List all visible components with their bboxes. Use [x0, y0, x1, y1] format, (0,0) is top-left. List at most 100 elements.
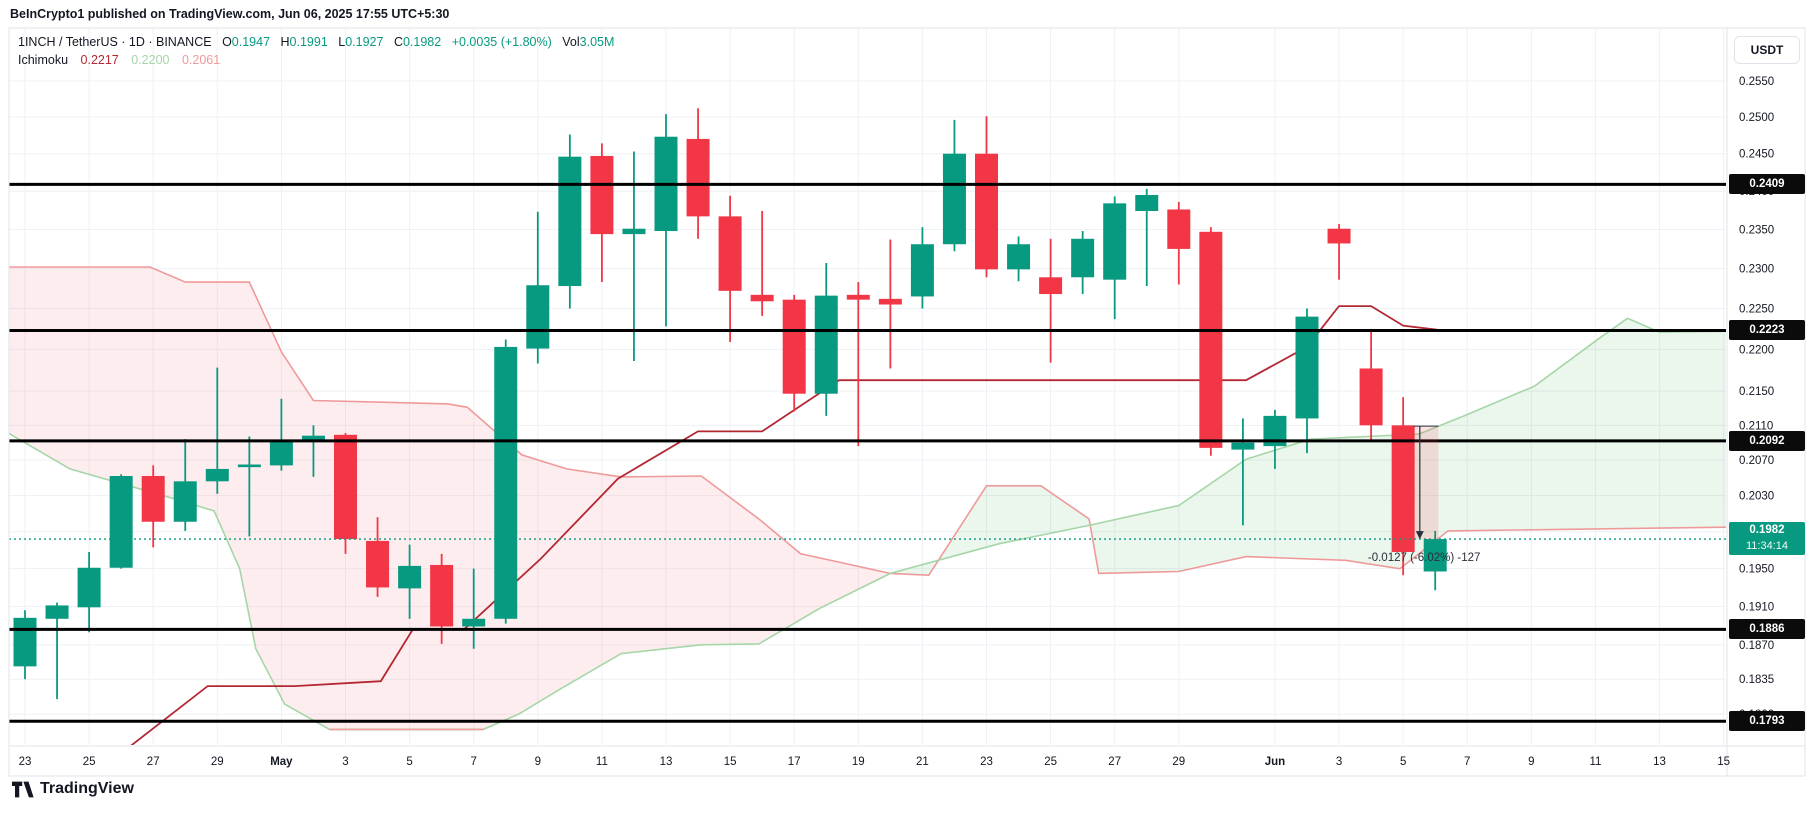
date-tick-label: 25 [1044, 756, 1057, 768]
volume-label: Vol [562, 35, 580, 49]
candle-body [718, 216, 742, 291]
price-tick-label: 0.2500 [1739, 112, 1774, 124]
date-tick-label: 7 [470, 756, 476, 768]
candle [975, 116, 998, 278]
candle [173, 439, 197, 531]
horizontal-line-drawings[interactable] [9, 182, 1726, 723]
candle-body [942, 153, 966, 245]
date-tick-label: May [270, 756, 293, 768]
candle [782, 294, 806, 412]
candle-body [1167, 209, 1191, 249]
plot-area[interactable] [0, 29, 1727, 746]
candle-body [750, 294, 774, 302]
candle [77, 551, 101, 633]
price-axis[interactable]: 0.25500.25000.24500.24000.23500.23000.22… [1739, 76, 1774, 721]
price-tick-label: 0.2450 [1739, 149, 1774, 161]
tradingview-watermark[interactable]: TradingView [12, 780, 134, 798]
current-price-value: 0.1982 [1749, 524, 1785, 537]
price-line-badge: 0.2223 [1729, 320, 1805, 341]
low-value: 0.1927 [345, 35, 384, 49]
open-value: 0.1947 [231, 35, 271, 49]
candle-body [558, 156, 582, 287]
price-tick-label: 0.2350 [1739, 224, 1774, 236]
candle [910, 227, 934, 309]
candle-body [590, 155, 614, 235]
date-tick-label: 11 [1589, 756, 1601, 768]
candle-body [173, 481, 197, 522]
ichimoku-value-2: 0.2200 [131, 53, 170, 67]
indicator-legend-row[interactable]: Ichimoku 0.2217 0.2200 0.2061 [18, 51, 614, 69]
senkou-a-line [9, 317, 1726, 731]
candle-body [1295, 316, 1319, 419]
candle-body [1007, 244, 1031, 270]
candle [269, 398, 293, 471]
date-tick-label: 13 [1653, 756, 1666, 768]
date-tick-label: Jun [1265, 756, 1285, 768]
kijun-line [130, 305, 1437, 745]
symbol-title: 1INCH / TetherUS · 1D · BINANCE [18, 35, 212, 49]
date-tick-label: 19 [852, 756, 865, 768]
current-price-badge: 0.1982 11:34:14 [1729, 522, 1805, 556]
price-tick-label: 0.2200 [1739, 344, 1774, 356]
date-tick-label: 27 [147, 756, 160, 768]
measure-arrowhead-icon [1415, 531, 1424, 540]
candle-body [1199, 231, 1223, 448]
candle-body [1359, 368, 1383, 426]
date-tick-label: 23 [19, 756, 32, 768]
price-tick-label: 0.1910 [1739, 601, 1774, 613]
date-tick-label: 9 [1528, 756, 1534, 768]
ichimoku-value-1: 0.2217 [80, 53, 119, 67]
date-tick-label: 29 [211, 756, 224, 768]
candle-body [366, 540, 390, 588]
candle [686, 108, 710, 239]
close-label: C [393, 35, 403, 49]
candle-body [1231, 442, 1255, 450]
price-line-badge: 0.1886 [1729, 619, 1805, 640]
candle-body [77, 567, 101, 608]
candle-body [462, 618, 486, 627]
candle-body [398, 565, 422, 589]
candle [1423, 530, 1447, 591]
candle [750, 211, 774, 316]
candle [1391, 397, 1415, 576]
chart-legend[interactable]: 1INCH / TetherUS · 1D · BINANCE O0.1947 … [18, 33, 614, 69]
candle [1199, 227, 1223, 456]
candle-body [1327, 228, 1351, 244]
candle [1231, 418, 1255, 526]
chart-frame [8, 27, 1806, 777]
measure-annotation-label[interactable]: -0.0127 (-6.02%) -127 [1367, 552, 1481, 565]
candle-body [1071, 238, 1095, 278]
date-tick-label: 5 [406, 756, 412, 768]
candle [814, 263, 838, 416]
candle [13, 610, 37, 680]
candle [622, 151, 646, 361]
candle [301, 425, 325, 477]
price-tick-label: 0.2250 [1739, 304, 1774, 316]
candle [1135, 188, 1159, 287]
candle-countdown: 11:34:14 [1745, 540, 1788, 553]
candle [237, 436, 261, 537]
currency-toggle-button[interactable]: USDT [1734, 36, 1800, 64]
candle [1167, 201, 1191, 285]
candle [494, 339, 518, 624]
candle-body [910, 244, 934, 297]
candle-body [1263, 415, 1287, 447]
candle-body [13, 617, 37, 667]
price-tick-label: 0.2300 [1739, 264, 1774, 276]
candle-body [686, 138, 710, 217]
open-label: O [222, 35, 232, 49]
candle-body [1039, 277, 1063, 295]
price-line-badge: 0.2092 [1729, 430, 1805, 451]
bullish-cloud [890, 318, 1726, 576]
candle-body [237, 464, 261, 468]
candle-body [1135, 194, 1159, 211]
price-tick-label: 0.1835 [1739, 674, 1774, 686]
candles[interactable] [13, 108, 1447, 700]
date-axis[interactable]: 23 25 27 29 May 3 5 7 9 11 13 15 17 19 21 23 25 27 29 Jun 3 5… [19, 756, 1730, 768]
measure-drawing[interactable] [1413, 425, 1439, 540]
high-label: H [280, 35, 290, 49]
price-tick-label: 0.2030 [1739, 491, 1774, 503]
candle [462, 568, 486, 649]
